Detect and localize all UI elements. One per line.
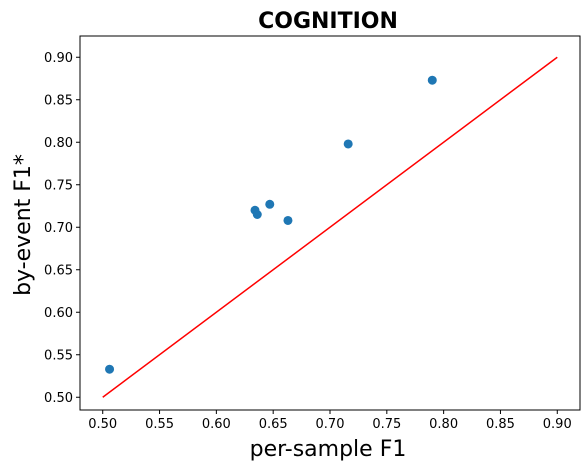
data-point	[283, 215, 293, 225]
x-tick-label: 0.60	[202, 417, 231, 432]
x-tick-label: 0.85	[486, 417, 515, 432]
y-tick-label: 0.70	[44, 221, 73, 236]
y-tick-label: 0.60	[44, 306, 73, 321]
y-axis-label: by-event F1*	[11, 154, 36, 296]
data-point	[252, 210, 262, 219]
x-tick-label: 0.65	[259, 417, 288, 432]
data-point	[265, 199, 275, 209]
y-tick-label: 0.55	[44, 348, 73, 363]
plot-area	[102, 56, 558, 398]
y-tick-label: 0.80	[44, 136, 73, 151]
x-tick-label: 0.90	[543, 417, 572, 432]
x-tick-label: 0.70	[316, 417, 345, 432]
x-tick-label: 0.80	[429, 417, 458, 432]
x-tick-label: 0.55	[145, 417, 174, 432]
data-point	[105, 364, 115, 374]
x-axis: 0.50 0.55 0.60 0.65 0.70 0.75 0.80 0.85 0.90	[88, 410, 572, 432]
y-tick-label: 0.50	[44, 391, 73, 406]
y-tick-label: 0.90	[44, 51, 73, 66]
reference-line	[102, 56, 558, 398]
data-point	[427, 75, 437, 85]
plot-frame	[79, 35, 581, 411]
x-axis-label: per-sample F1	[250, 437, 407, 462]
y-axis: 0.50 0.55 0.60 0.65 0.70 0.75 0.80 0.85 0.90	[44, 51, 80, 406]
x-tick-label: 0.75	[372, 417, 401, 432]
y-tick-label: 0.85	[44, 93, 73, 108]
chart-title: COGNITION	[258, 9, 398, 34]
x-tick-label: 0.50	[88, 417, 117, 432]
data-point	[343, 139, 353, 149]
y-tick-label: 0.65	[44, 263, 73, 278]
y-tick-label: 0.75	[44, 178, 73, 193]
